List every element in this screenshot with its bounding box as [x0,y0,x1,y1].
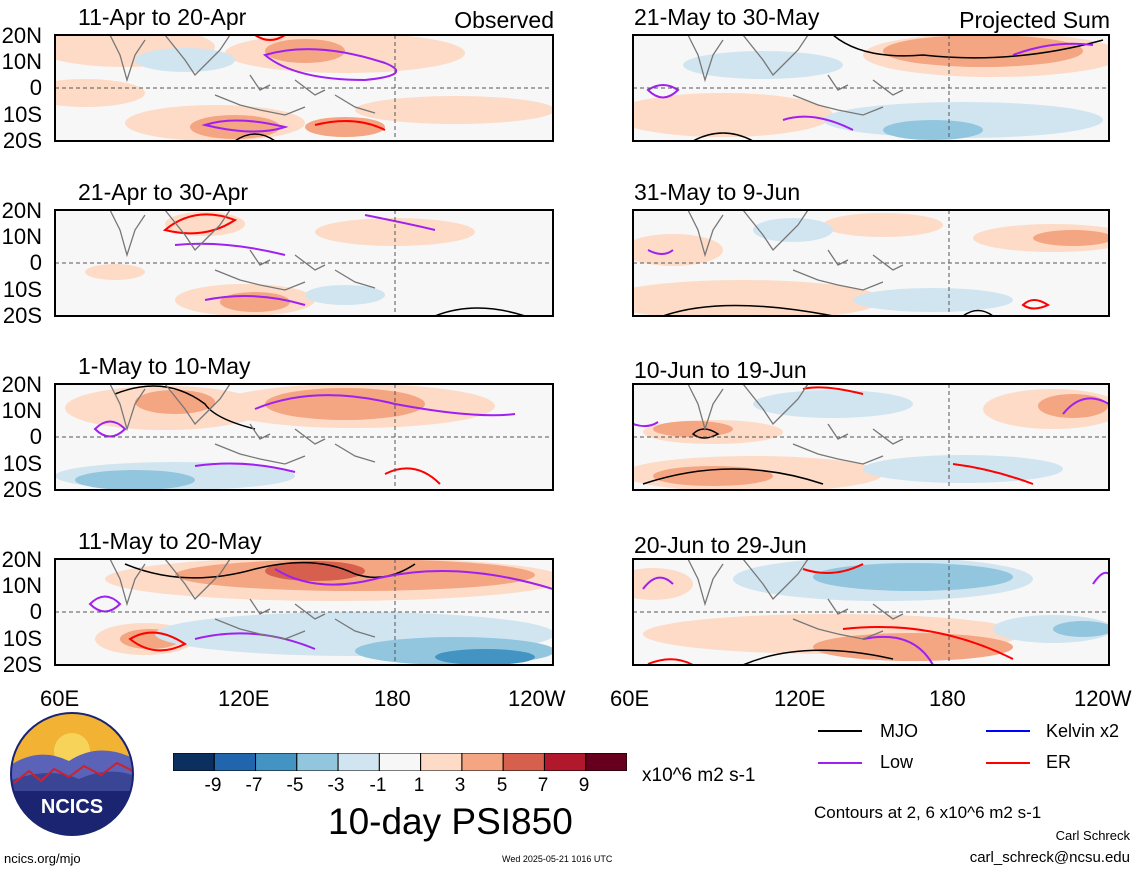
panel-title: 10-Jun to 19-Jun [634,357,807,383]
ncics-logo: NCICS [9,711,135,837]
panel-label-projected: Projected Sum [959,7,1110,33]
colorbar-swatch [255,752,298,772]
colorbar-units: x10^6 m2 s-1 [642,765,756,786]
email: carl_schreck@ncsu.edu [969,849,1130,866]
site-url: ncics.org/mjo [4,851,81,866]
colorbar-swatch [296,752,339,772]
map-panel-4 [55,559,553,665]
contours-note: Contours at 2, 6 x10^6 m2 s-1 [814,803,1042,822]
colorbar-swatch [172,752,215,772]
panel-title: 31-May to 9-Jun [634,179,801,205]
map-panel-6 [633,210,1109,316]
panel-title: 21-May to 30-May [634,4,820,30]
map-panel-5 [633,35,1109,141]
colorbar-swatch [420,752,463,772]
colorbar-swatch [461,752,504,772]
colorbar-swatch [213,752,257,772]
colorbar-swatch [585,752,628,772]
colorbar-swatch [337,752,380,772]
main-title: 10-day PSI850 [328,801,573,842]
legend-label: Low [880,752,914,772]
map-panel-1 [55,35,553,141]
panel-title: 20-Jun to 29-Jun [634,532,807,558]
logo-text: NCICS [41,796,103,818]
colorbar-swatch [502,752,545,772]
author: Carl Schreck [1055,828,1130,843]
panel-title: 21-Apr to 30-Apr [78,179,249,205]
map-panel-2 [55,210,553,316]
panel-label-observed: Observed [454,7,554,33]
panel-title: 1-May to 10-May [78,353,251,379]
legend-swatch-mjo [818,730,862,732]
colorbar [172,752,628,772]
legend-label: Kelvin x2 [1046,721,1120,741]
legend-label: ER [1046,752,1072,772]
map-panel-3 [55,384,553,490]
legend-swatch-kelvin [986,730,1030,732]
colorbar-swatch [543,752,587,772]
colorbar-swatch [378,752,422,772]
legend-swatch-low [818,762,862,764]
legend-swatch-er [986,762,1030,764]
map-panel-8 [633,559,1109,665]
legend-label: MJO [880,721,918,741]
map-panel-7 [633,384,1109,490]
panel-title: 11-May to 20-May [78,528,262,554]
panel-title: 11-Apr to 20-Apr [78,4,247,30]
timestamp: Wed 2025-05-21 1016 UTC [502,854,613,864]
